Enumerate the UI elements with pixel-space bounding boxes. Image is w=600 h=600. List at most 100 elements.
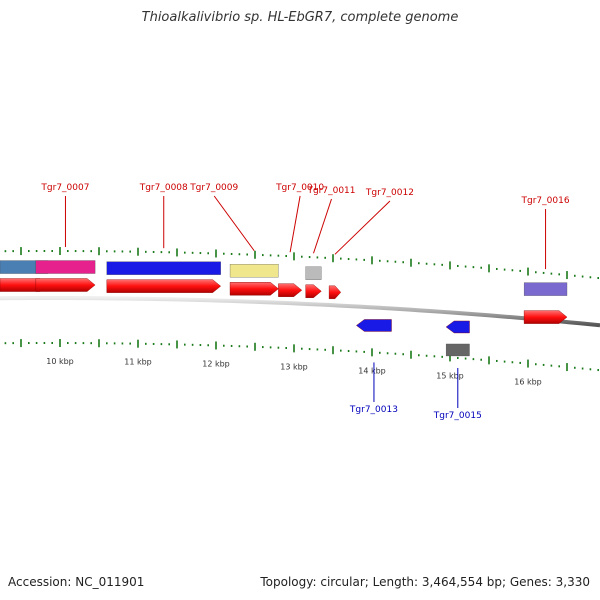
scale-label: 15 kbp [436, 371, 464, 380]
forward-gene-arrow[interactable] [229, 282, 279, 296]
cog-category-box[interactable] [35, 260, 96, 274]
gene-label[interactable]: Tgr7_0015 [433, 411, 482, 421]
gene-label[interactable]: Tgr7_0009 [189, 183, 238, 193]
cog-category-box[interactable] [305, 266, 322, 280]
scale-tick-major [488, 356, 490, 365]
scale-tick-minor [340, 257, 342, 260]
forward-gene-arrow[interactable] [278, 283, 303, 297]
scale-tick-major [371, 348, 373, 357]
gene-label-leader [334, 200, 391, 255]
scale-label: 13 kbp [280, 362, 308, 371]
gene-label[interactable]: Tgr7_0007 [40, 183, 89, 193]
scale-label: 16 kbp [514, 378, 542, 387]
scale-tick-minor [511, 269, 514, 272]
cog-category-box[interactable] [106, 261, 221, 275]
scale-tick-minor [308, 256, 311, 259]
scale-tick-major [59, 247, 61, 256]
gene-label[interactable]: Tgr7_0011 [306, 186, 355, 196]
scale-tick-major [332, 346, 334, 355]
scale-tick-major [371, 256, 373, 265]
scale-tick-minor [277, 346, 280, 349]
scale-tick-minor [324, 348, 326, 351]
scale-tick-minor [129, 250, 131, 253]
scale-tick-minor [464, 265, 467, 268]
scale-tick-minor [597, 277, 599, 280]
scale-tick-minor [121, 250, 124, 253]
gene-label[interactable]: Tgr7_0010 [275, 183, 324, 193]
scale-tick-minor [402, 353, 404, 356]
scale-tick-minor [230, 344, 233, 347]
scale-tick-minor [145, 250, 147, 253]
scale-tick-major [20, 247, 22, 256]
scale-tick-minor [238, 253, 241, 256]
scale-tick-major [176, 248, 178, 257]
scale-tick-minor [35, 342, 38, 345]
cog-category-box[interactable] [445, 343, 470, 357]
scale-tick-minor [503, 360, 506, 363]
scale-tick-major [215, 341, 217, 350]
scale-tick-minor [277, 254, 280, 257]
scale-label: 10 kbp [46, 357, 74, 366]
forward-gene-arrow[interactable] [305, 284, 322, 298]
gene-label-leader [289, 195, 301, 253]
gene-label[interactable]: Tgr7_0008 [139, 183, 188, 193]
scale-tick-minor [457, 356, 459, 359]
scale-tick-minor [550, 272, 553, 275]
scale-tick-minor [441, 263, 443, 266]
genome-summary-text: Topology: circular; Length: 3,464,554 bp… [260, 575, 590, 589]
scale-tick-major [566, 271, 568, 280]
scale-tick-minor [589, 368, 592, 371]
scale-tick-minor [90, 342, 92, 345]
gene-label[interactable]: Tgr7_0012 [365, 188, 414, 198]
scale-tick-minor [285, 347, 287, 350]
scale-tick-minor [558, 365, 560, 368]
scale-tick-minor [246, 253, 248, 256]
scale-tick-major [59, 339, 61, 348]
reverse-gene-arrow[interactable] [356, 319, 392, 332]
forward-gene-arrow[interactable] [328, 285, 342, 300]
scale-tick-minor [67, 342, 69, 345]
scale-tick-minor [82, 250, 85, 253]
scale-tick-minor [4, 250, 7, 253]
scale-tick-minor [316, 256, 319, 259]
cog-category-box[interactable] [523, 282, 568, 296]
scale-tick-minor [558, 273, 560, 276]
scale-tick-minor [402, 261, 404, 264]
scale-tick-minor [238, 345, 241, 348]
scale-tick-major [566, 363, 568, 372]
scale-tick-minor [43, 342, 46, 345]
scale-tick-major [20, 339, 22, 348]
scale-tick-minor [418, 354, 420, 357]
gene-label[interactable]: Tgr7_0016 [521, 196, 570, 206]
scale-tick-minor [207, 344, 209, 347]
forward-gene-arrow[interactable] [523, 310, 568, 324]
scale-tick-minor [121, 342, 124, 345]
scale-tick-minor [347, 258, 350, 261]
scale-tick-major [488, 264, 490, 273]
forward-gene-arrow[interactable] [35, 278, 96, 292]
lower-scale-ticks [4, 339, 599, 372]
scale-tick-minor [184, 251, 186, 254]
scale-tick-minor [472, 266, 475, 269]
scale-tick-minor [386, 352, 389, 355]
scale-tick-minor [160, 343, 163, 346]
scale-tick-minor [191, 251, 194, 254]
scale-tick-major [98, 339, 100, 348]
scale-tick-minor [28, 342, 30, 345]
gene-label[interactable]: Tgr7_0013 [349, 405, 398, 415]
forward-gene-arrow[interactable] [106, 279, 221, 293]
scale-tick-minor [12, 250, 14, 253]
scale-tick-minor [363, 350, 365, 353]
scale-tick-minor [67, 250, 69, 253]
scale-tick-minor [4, 342, 7, 345]
scale-tick-minor [574, 366, 576, 369]
scale-tick-minor [168, 251, 170, 254]
scale-tick-minor [425, 262, 428, 265]
cog-category-box[interactable] [229, 264, 279, 278]
scale-tick-minor [581, 275, 584, 278]
scale-tick-minor [347, 350, 350, 353]
reverse-gene-arrow[interactable] [445, 320, 470, 334]
scale-tick-minor [418, 262, 420, 265]
scale-tick-major [215, 249, 217, 258]
